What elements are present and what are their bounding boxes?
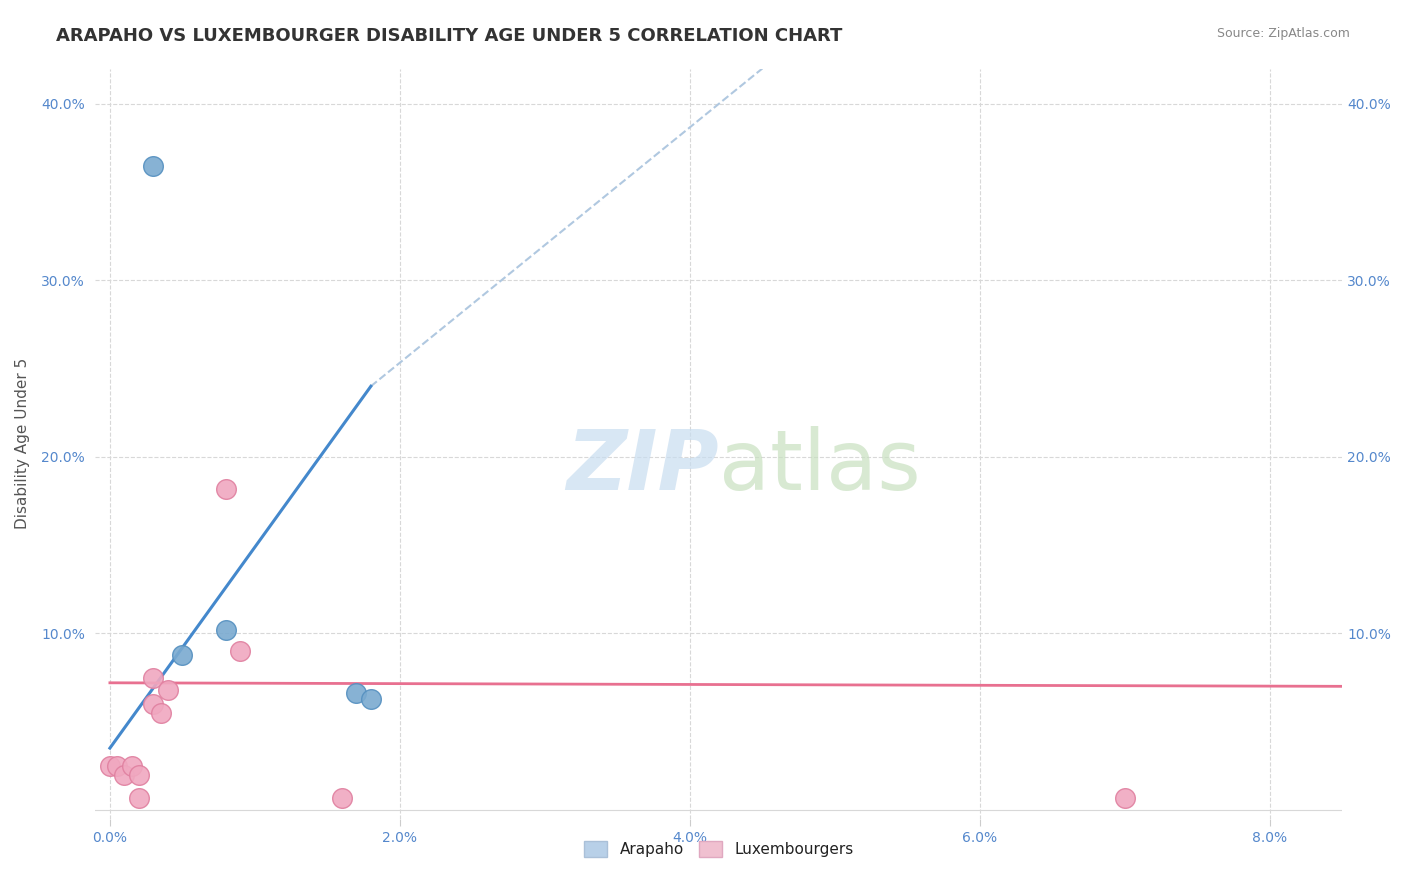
Point <box>215 482 238 496</box>
Point <box>360 691 382 706</box>
Point <box>142 697 165 711</box>
Text: ARAPAHO VS LUXEMBOURGER DISABILITY AGE UNDER 5 CORRELATION CHART: ARAPAHO VS LUXEMBOURGER DISABILITY AGE U… <box>56 27 842 45</box>
Point <box>330 790 353 805</box>
Point <box>229 644 252 658</box>
Y-axis label: Disability Age Under 5: Disability Age Under 5 <box>15 358 30 529</box>
Point <box>172 648 194 662</box>
Point <box>156 682 179 697</box>
Point <box>344 686 367 700</box>
Point <box>112 767 135 781</box>
Point <box>142 671 165 685</box>
Legend: Arapaho, Luxembourgers: Arapaho, Luxembourgers <box>578 836 859 863</box>
Text: ZIP: ZIP <box>567 425 718 507</box>
Point <box>1114 790 1136 805</box>
Point <box>105 758 128 772</box>
Text: Source: ZipAtlas.com: Source: ZipAtlas.com <box>1216 27 1350 40</box>
Text: atlas: atlas <box>718 425 921 507</box>
Point <box>215 623 238 637</box>
Point <box>98 758 121 772</box>
Point <box>142 159 165 173</box>
Point <box>149 706 172 720</box>
Point <box>121 758 143 772</box>
Point <box>128 790 150 805</box>
Point <box>128 767 150 781</box>
